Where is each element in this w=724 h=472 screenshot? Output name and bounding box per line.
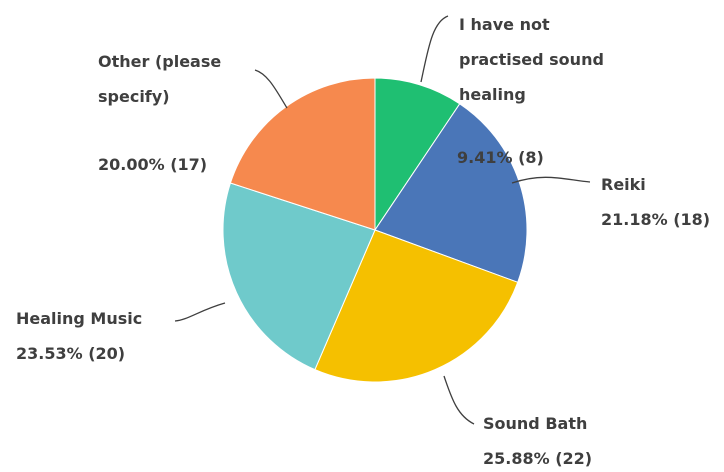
- pie-slice-3[interactable]: [314, 229, 519, 383]
- pie-slice-1[interactable]: [374, 77, 461, 232]
- leader-line-5: [254, 69, 288, 109]
- leader-line-3: [443, 375, 475, 425]
- slice-percent-5: 20.00% (17): [98, 155, 207, 174]
- pie-slice-2[interactable]: [374, 103, 528, 283]
- slice-label-1: I have not practised sound healing: [459, 15, 604, 104]
- pie-slices: [222, 77, 528, 383]
- leader-line-1: [420, 15, 449, 83]
- leader-line-4: [174, 302, 226, 322]
- slice-percent-3: 25.88% (22): [483, 449, 592, 468]
- slice-percent-1: 9.41% (8): [457, 148, 544, 167]
- slice-label-2: Reiki: [601, 175, 646, 194]
- pie-slice-4[interactable]: [222, 182, 376, 371]
- slice-label-5: Other (please specify): [98, 52, 221, 106]
- slice-label-3: Sound Bath: [483, 414, 587, 433]
- slice-percent-2: 21.18% (18): [601, 210, 710, 229]
- slice-label-4: Healing Music: [16, 309, 142, 328]
- leader-line-2: [511, 176, 591, 184]
- slice-percent-4: 23.53% (20): [16, 344, 125, 363]
- slice-labels: I have not practised sound healing 9.41% (8…: [16, 15, 710, 468]
